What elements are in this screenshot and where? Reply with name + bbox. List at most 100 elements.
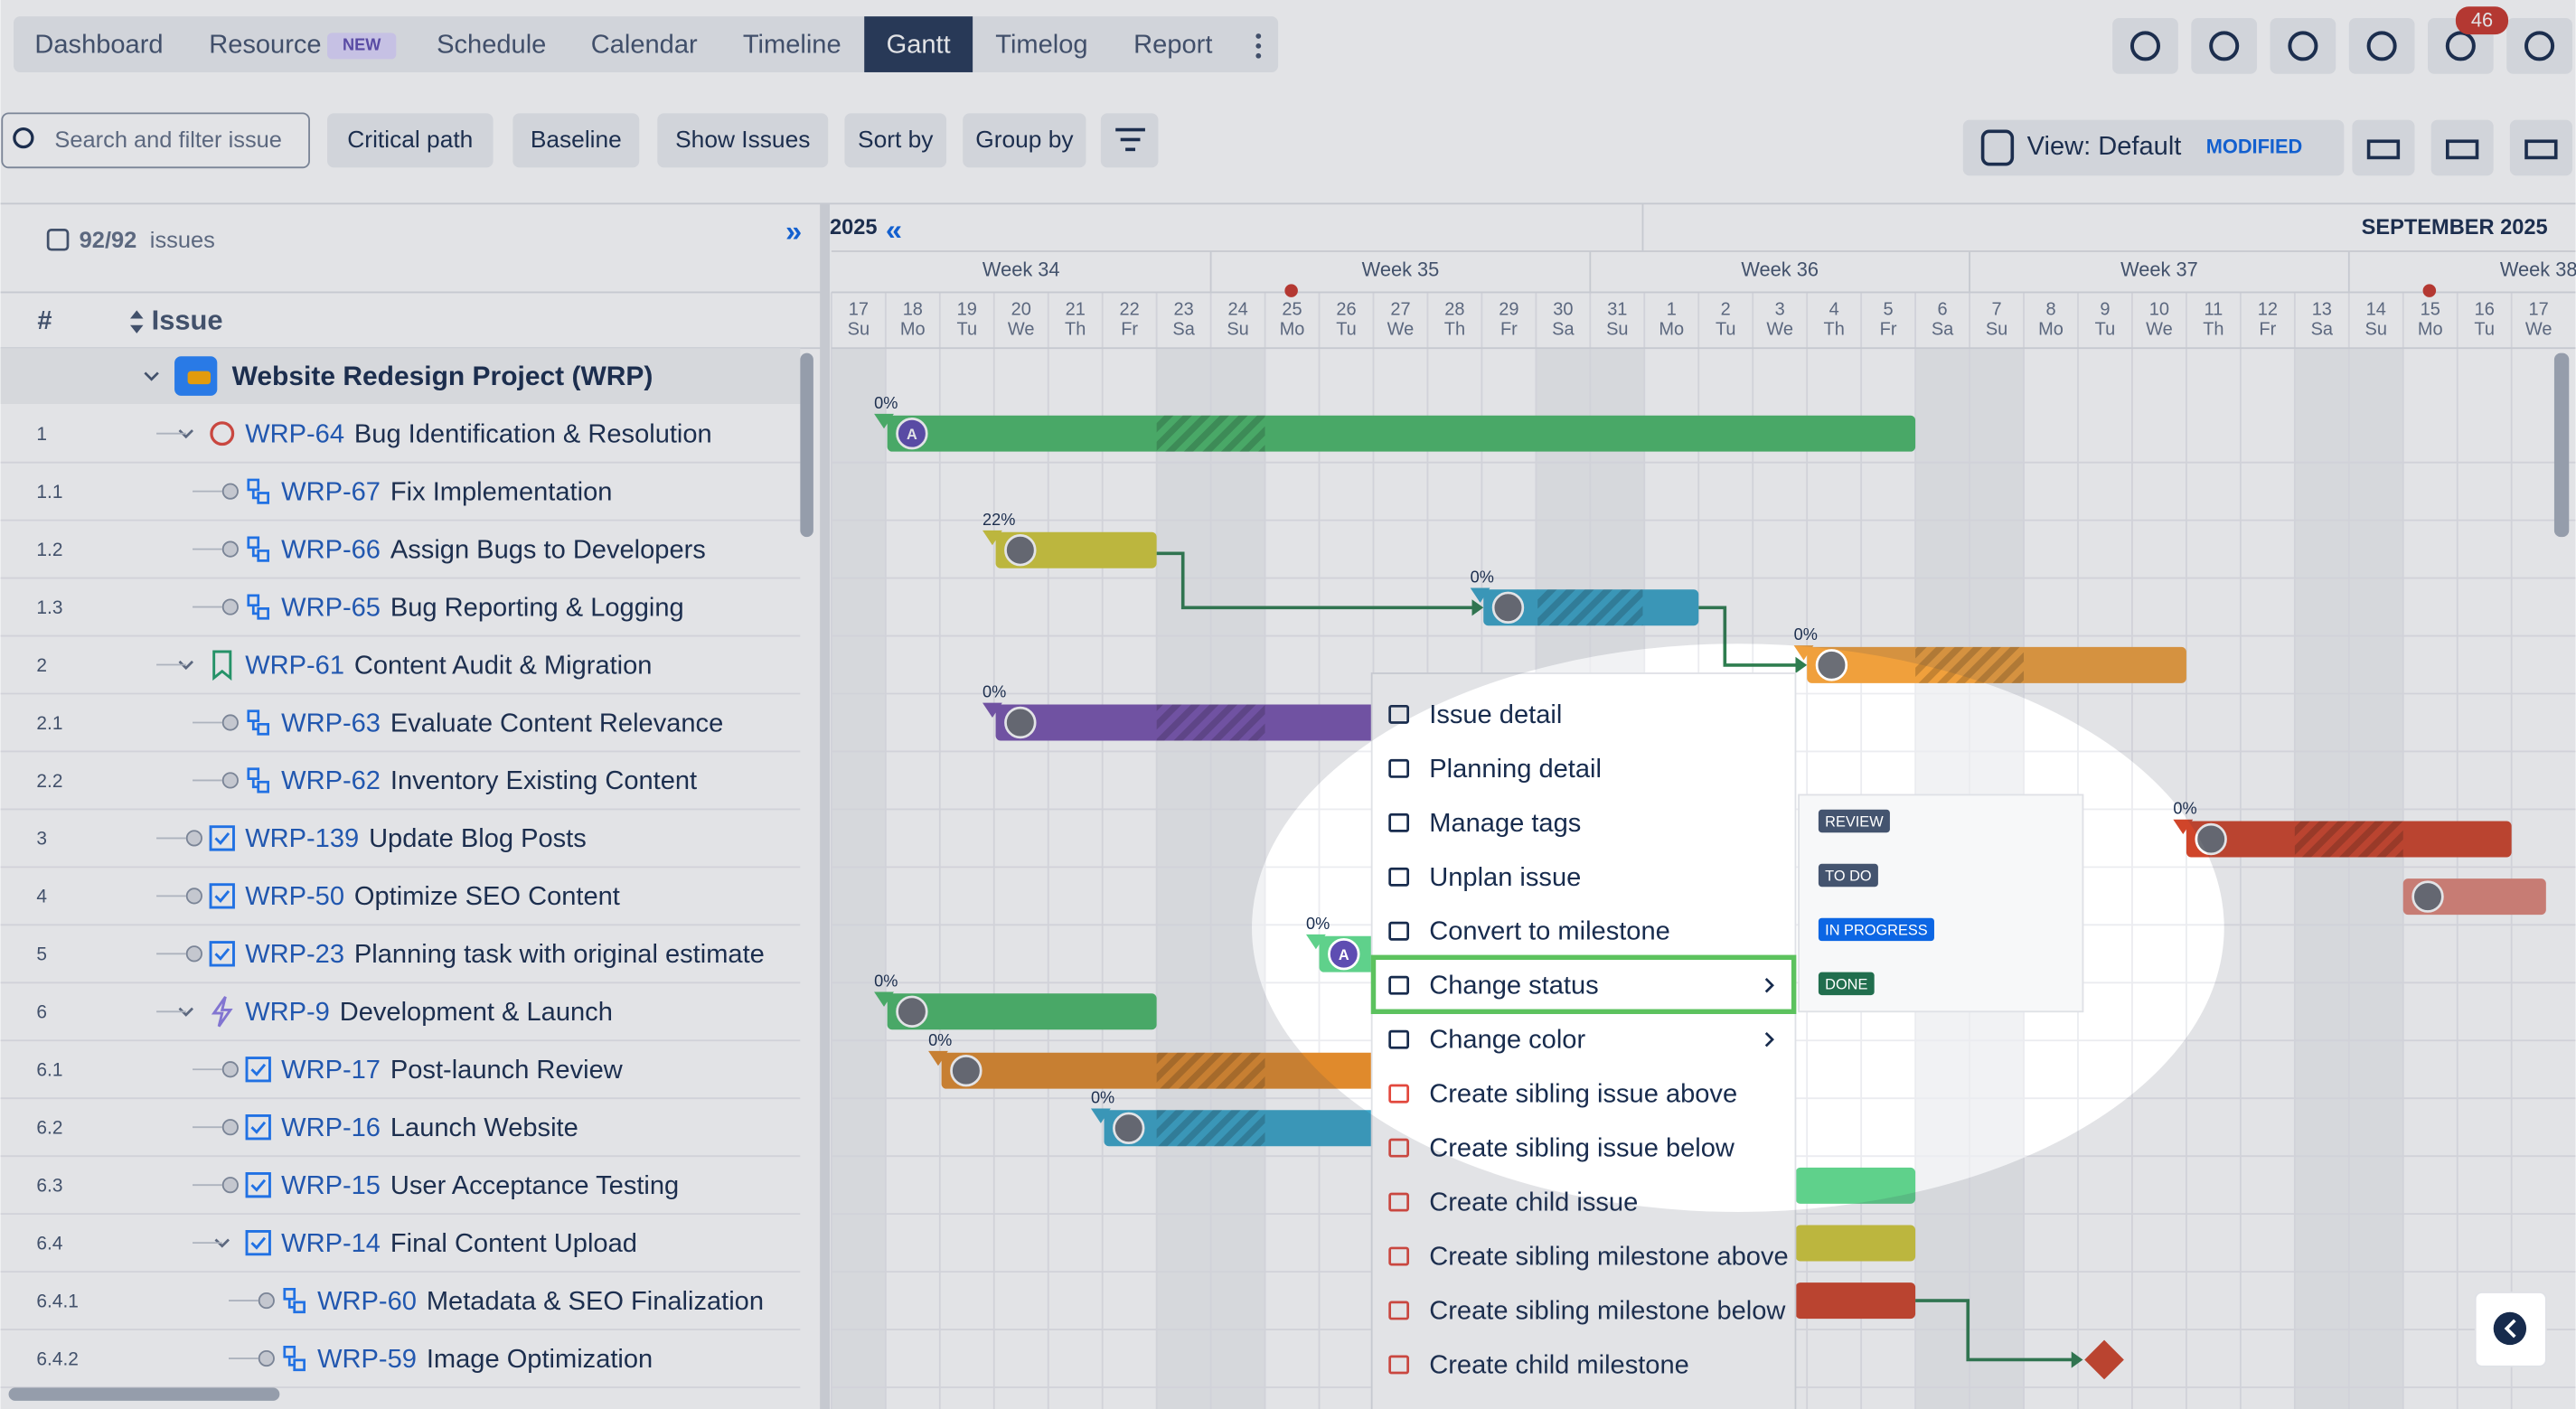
day-name: Tu bbox=[2095, 320, 2116, 340]
chevron[interactable] bbox=[178, 429, 194, 439]
toolbar-button-label[interactable]: Group by bbox=[975, 126, 1074, 153]
issue-icon bbox=[247, 594, 269, 620]
gantt-bar[interactable] bbox=[887, 415, 1916, 452]
issue-key[interactable]: WRP-14 bbox=[281, 1229, 381, 1258]
menu-item[interactable]: Convert to milestone bbox=[1429, 917, 1670, 946]
menu-item[interactable]: Create sibling milestone above bbox=[1429, 1243, 1788, 1272]
row-number: 2 bbox=[36, 655, 47, 676]
chevron[interactable] bbox=[214, 1238, 230, 1248]
milestone[interactable] bbox=[2084, 1339, 2124, 1380]
gantt-bar[interactable] bbox=[887, 993, 1157, 1030]
day-number: 19 bbox=[957, 300, 977, 320]
issue-key[interactable]: WRP-62 bbox=[281, 766, 381, 795]
status-label[interactable]: IN PROGRESS bbox=[1825, 923, 1928, 939]
day-name: Th bbox=[1824, 320, 1845, 340]
active-tab bbox=[864, 16, 973, 72]
nav-tab[interactable]: Dashboard bbox=[34, 31, 163, 60]
avatar bbox=[896, 417, 928, 450]
chevron[interactable] bbox=[178, 1007, 194, 1017]
status-label[interactable]: TO DO bbox=[1825, 869, 1871, 885]
issue-key[interactable]: WRP-64 bbox=[245, 419, 344, 448]
column-header[interactable]: Issue bbox=[152, 304, 223, 335]
collapse-panel[interactable]: » bbox=[785, 214, 802, 248]
issue-key[interactable]: WRP-139 bbox=[245, 824, 359, 853]
day-number: 29 bbox=[1499, 300, 1518, 320]
issue-name: Bug Identification & Resolution bbox=[354, 419, 712, 448]
menu-item[interactable]: Change color bbox=[1429, 1026, 1585, 1055]
gantt-bar[interactable] bbox=[1795, 1225, 1916, 1262]
nav-tab[interactable]: Timeline bbox=[743, 31, 841, 60]
issue-key[interactable]: WRP-67 bbox=[281, 477, 381, 506]
tree-node bbox=[221, 598, 239, 615]
menu-item[interactable]: Unplan issue bbox=[1429, 863, 1581, 892]
issue-key[interactable]: WRP-17 bbox=[281, 1056, 381, 1085]
issue-key[interactable]: WRP-60 bbox=[317, 1287, 417, 1316]
issue-key[interactable]: WRP-16 bbox=[281, 1113, 381, 1142]
menu-item[interactable]: Create child issue bbox=[1429, 1188, 1638, 1217]
status-badge[interactable] bbox=[1818, 863, 1878, 888]
toolbar-button-label[interactable]: Show Issues bbox=[675, 126, 810, 153]
menu-icon bbox=[1388, 758, 1410, 778]
filter-line bbox=[1125, 147, 1136, 152]
issue-title: WRP-16 Launch Website bbox=[281, 1113, 578, 1142]
nav-tab[interactable]: Calendar bbox=[591, 31, 698, 60]
view-label[interactable]: View: Default bbox=[2027, 132, 2182, 161]
day-name: We bbox=[1387, 320, 1415, 340]
menu-item[interactable]: Create sibling issue above bbox=[1429, 1080, 1737, 1109]
issue-name: Evaluate Content Relevance bbox=[390, 709, 723, 737]
icon-glyph bbox=[2524, 139, 2558, 160]
scrollbar bbox=[8, 1387, 280, 1401]
menu-item[interactable]: Create sibling issue below bbox=[1429, 1134, 1735, 1163]
status-badge[interactable] bbox=[1818, 972, 1875, 996]
issue-key[interactable]: WRP-9 bbox=[245, 998, 330, 1027]
gantt-bar[interactable] bbox=[1795, 1282, 1916, 1320]
status-label[interactable]: REVIEW bbox=[1825, 814, 1884, 831]
day-name: Su bbox=[1986, 320, 2007, 340]
issue-key[interactable]: WRP-63 bbox=[281, 709, 381, 737]
menu-item[interactable]: Create sibling milestone below bbox=[1429, 1296, 1786, 1325]
issue-key[interactable]: WRP-66 bbox=[281, 535, 381, 564]
notification-badge bbox=[2455, 6, 2509, 35]
status-badge[interactable] bbox=[1818, 809, 1890, 833]
nav-tab[interactable]: Report bbox=[1133, 31, 1212, 60]
nav-tab[interactable]: Timelog bbox=[995, 31, 1087, 60]
nav-tab[interactable]: Schedule bbox=[437, 31, 546, 60]
issue-key[interactable]: WRP-61 bbox=[245, 651, 344, 680]
toolbar-button-label[interactable]: Baseline bbox=[531, 126, 622, 153]
row-number: 2.2 bbox=[36, 771, 62, 792]
tree-node bbox=[221, 483, 239, 500]
corner-chevron bbox=[2504, 1319, 2516, 1339]
hatch bbox=[1915, 646, 2025, 683]
progress-label: 0% bbox=[2173, 800, 2196, 818]
toolbar-button-label[interactable]: Sort by bbox=[858, 126, 934, 153]
scrollbar bbox=[800, 352, 813, 538]
issue-title: WRP-17 Post-launch Review bbox=[281, 1056, 624, 1085]
gantt-bar[interactable] bbox=[1795, 1167, 1916, 1204]
menu-item[interactable]: Manage tags bbox=[1429, 809, 1581, 838]
issue-icon bbox=[247, 709, 269, 736]
hatch bbox=[1537, 589, 1643, 626]
menu-item[interactable]: Create child milestone bbox=[1429, 1350, 1689, 1379]
toolbar-button-label[interactable]: Critical path bbox=[347, 126, 473, 153]
issue-key[interactable]: WRP-65 bbox=[281, 593, 381, 622]
issue-key[interactable]: WRP-59 bbox=[317, 1345, 417, 1374]
icon-glyph bbox=[2445, 139, 2479, 160]
nav-tab[interactable]: Gantt bbox=[887, 31, 951, 60]
issue-key[interactable]: WRP-23 bbox=[245, 940, 344, 969]
menu-item[interactable]: Planning detail bbox=[1429, 755, 1602, 784]
project-icon-accent bbox=[187, 371, 212, 385]
row-number: 1.3 bbox=[36, 597, 62, 618]
nav-tab[interactable]: Resource bbox=[209, 31, 321, 60]
status-badge[interactable] bbox=[1818, 917, 1934, 942]
notification-count: 46 bbox=[2471, 8, 2493, 31]
issue-key[interactable]: WRP-15 bbox=[281, 1171, 381, 1200]
issue-key[interactable]: WRP-50 bbox=[245, 882, 344, 911]
search-placeholder[interactable]: Search and filter issue bbox=[54, 127, 282, 153]
gantt-bar[interactable] bbox=[995, 531, 1157, 568]
day-number: 4 bbox=[1829, 300, 1839, 320]
menu-item[interactable]: Issue detail bbox=[1429, 700, 1562, 729]
scroll-back[interactable]: « bbox=[886, 212, 902, 246]
status-label[interactable]: DONE bbox=[1825, 977, 1867, 993]
menu-item[interactable]: Change status bbox=[1429, 972, 1598, 1000]
chevron[interactable] bbox=[178, 660, 194, 671]
